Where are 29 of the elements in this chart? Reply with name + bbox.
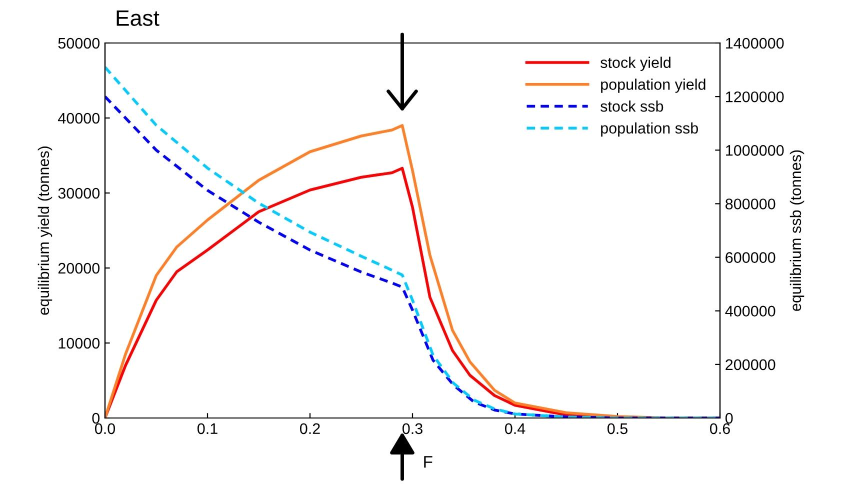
y2-axis-title: equilibrium ssb (tonnes) — [790, 150, 804, 311]
x-tick-label: 0.5 — [607, 423, 628, 434]
y2-tick-label: 200000 — [726, 359, 776, 370]
x-axis-title: F — [424, 456, 432, 468]
y2-tick-label: 1400000 — [726, 38, 784, 49]
y2-tick-label: 1000000 — [726, 145, 784, 156]
x-tick-label: 0.0 — [94, 423, 116, 434]
legend-label: stock yield — [600, 56, 670, 71]
y2-tick-label: 0 — [725, 412, 733, 424]
x-tick-label: 0.1 — [197, 423, 218, 434]
x-tick-label: 0.6 — [710, 423, 730, 434]
x-tick-label: 0.3 — [402, 423, 422, 434]
legend-label: stock ssb — [600, 100, 664, 112]
x-tick-label: 0.4 — [504, 423, 526, 434]
y2-tick-label: 400000 — [725, 306, 776, 317]
chart-title: East — [116, 10, 160, 26]
y-tick-label: 20000 — [58, 262, 100, 274]
legend-label: population ssb — [601, 122, 698, 137]
y2-tick-label: 600000 — [726, 252, 776, 263]
y-tick-label: 40000 — [58, 112, 100, 124]
y-axis-title: equilibrium yield (tonnes) — [38, 146, 52, 315]
y2-tick-label: 1200000 — [726, 91, 784, 102]
legend-label: population yield — [601, 78, 706, 93]
y-tick-label: 10000 — [58, 338, 100, 349]
y-tick-label: 50000 — [58, 38, 100, 49]
x-tick-label: 0.2 — [300, 423, 320, 434]
y-tick-label: 30000 — [58, 188, 100, 199]
y-tick-label: 0 — [92, 412, 100, 424]
y2-tick-label: 800000 — [726, 198, 776, 210]
